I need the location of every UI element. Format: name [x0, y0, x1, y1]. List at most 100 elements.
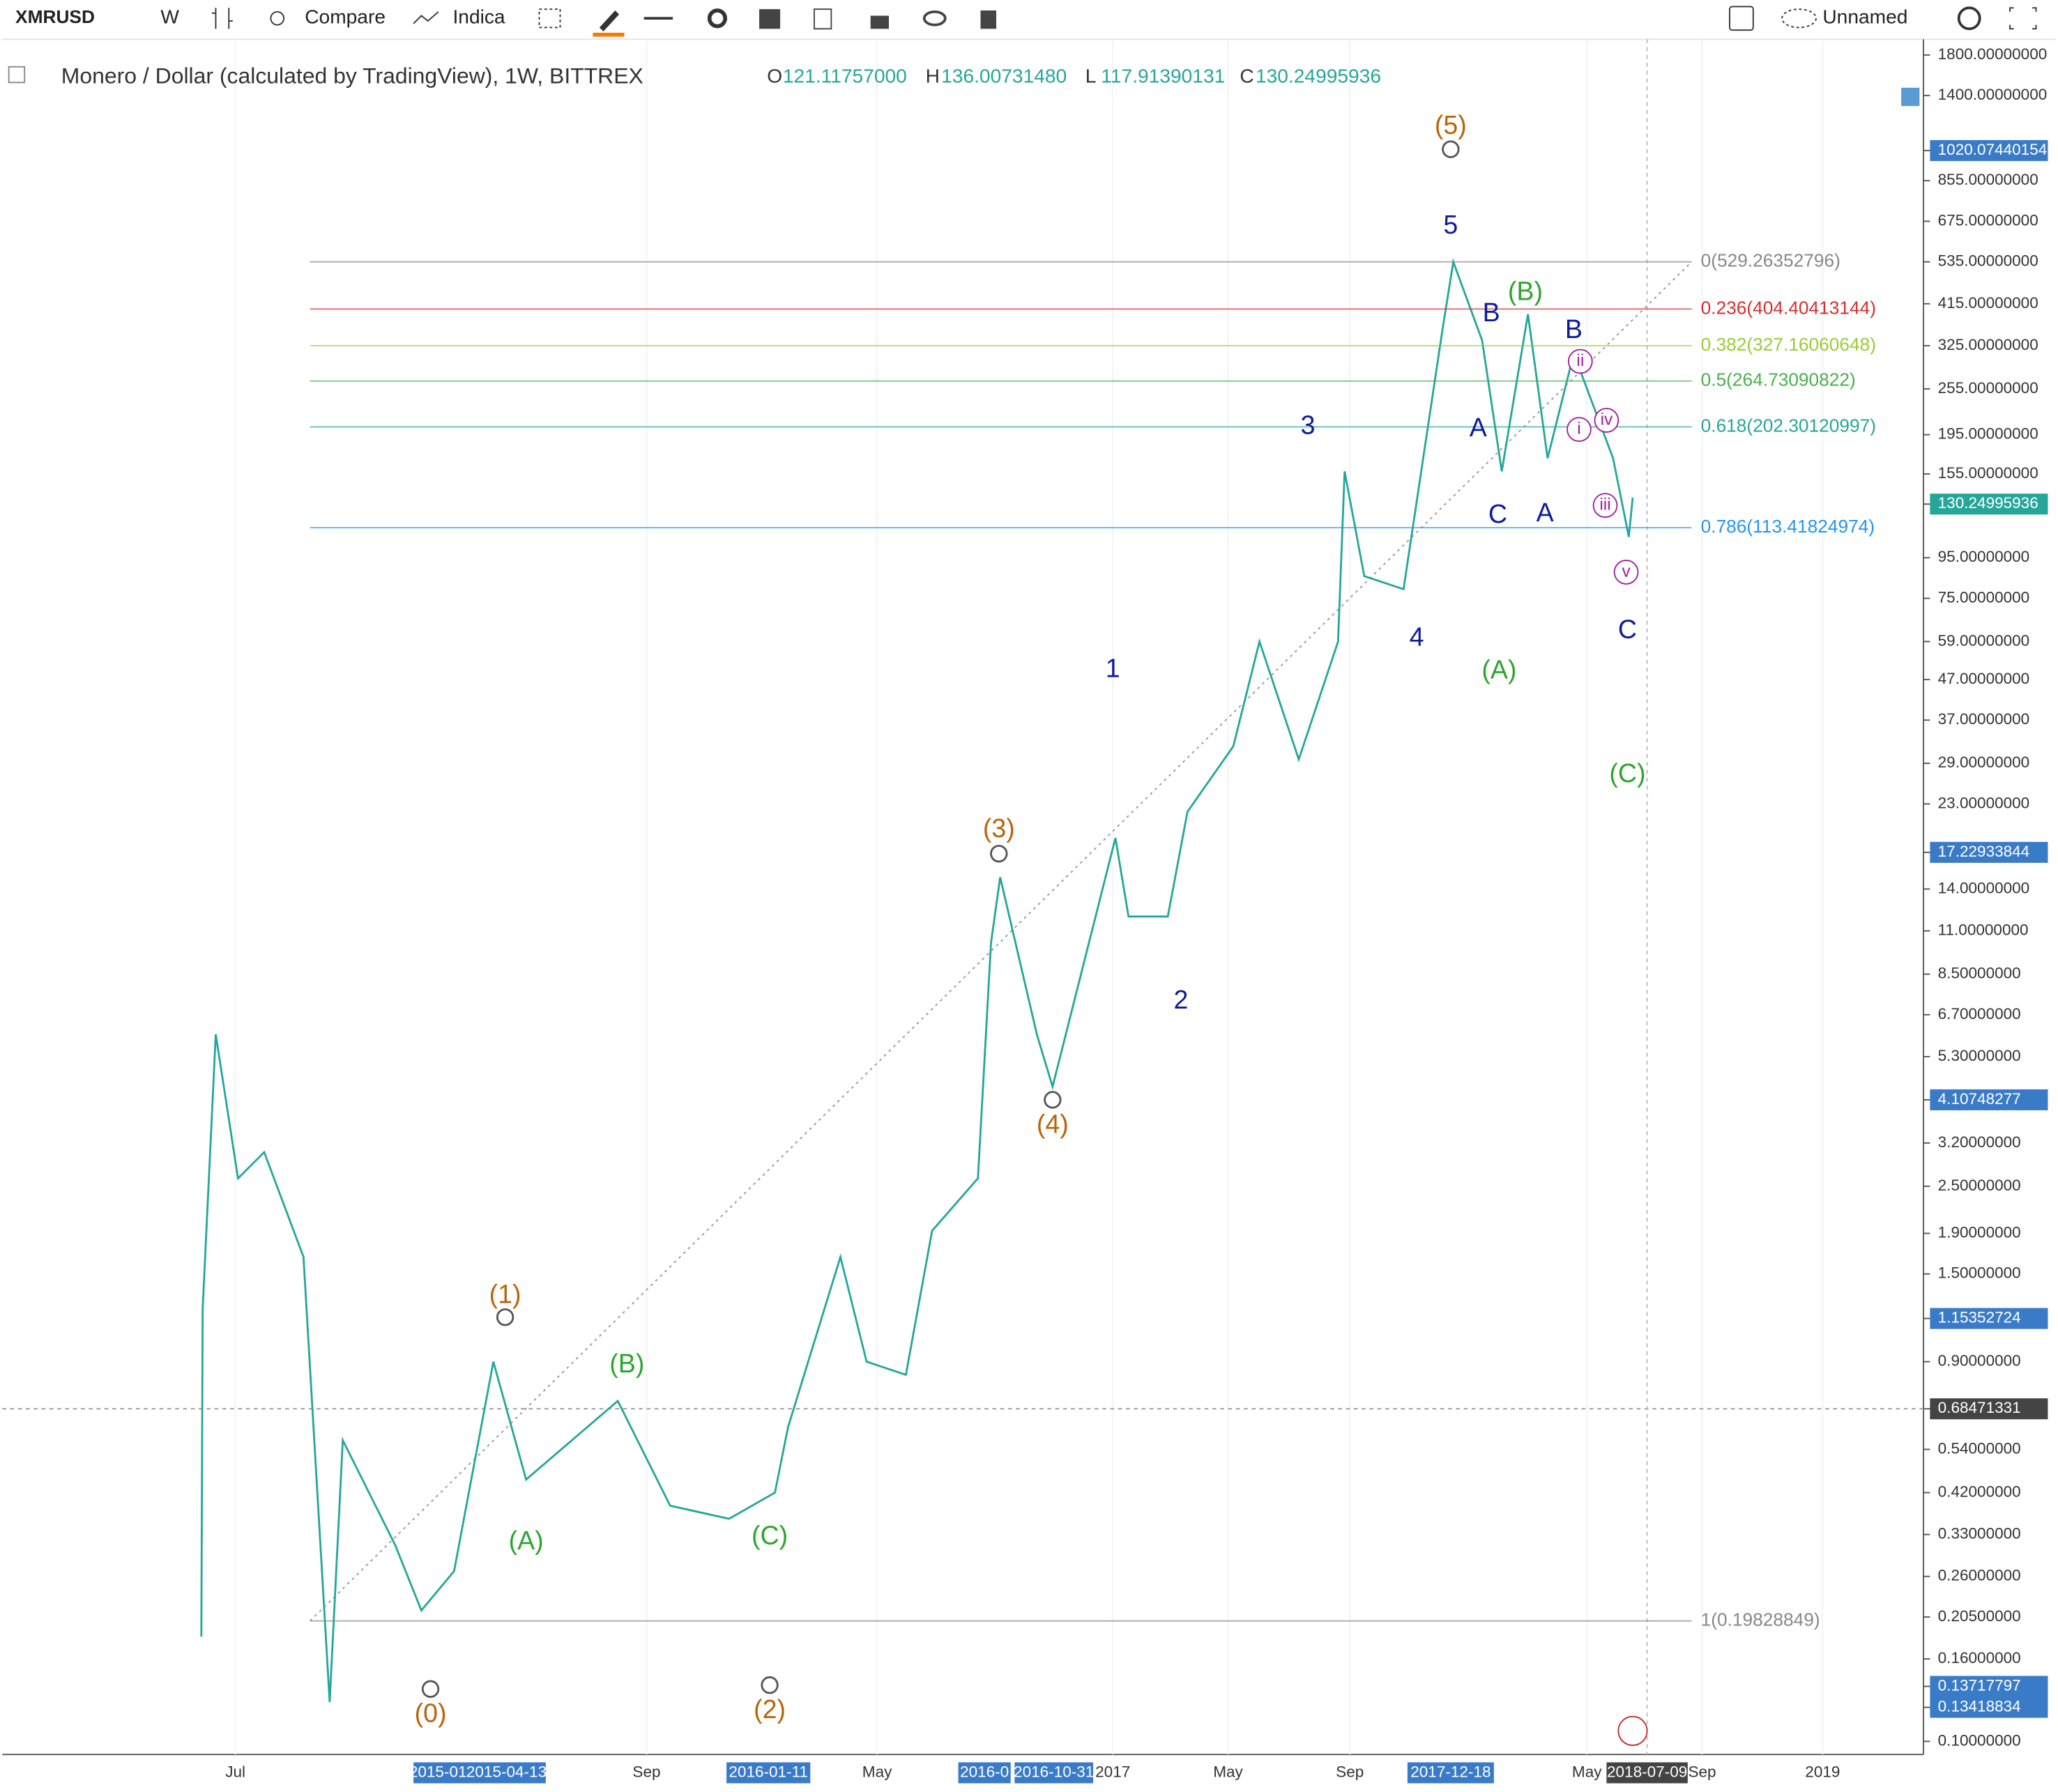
- clone-tool[interactable]: [813, 8, 832, 30]
- wave-label: C: [1488, 499, 1507, 528]
- wave-label: (B): [609, 1349, 644, 1378]
- price-path: [200, 258, 1634, 1703]
- time-label: 2017-12-18: [1410, 1763, 1491, 1780]
- ohlc-key: C: [1240, 64, 1253, 86]
- time-label: 2017: [1095, 1763, 1130, 1780]
- select-tool[interactable]: [538, 8, 561, 29]
- circled-marker: [1592, 493, 1618, 518]
- price-label: 29.00000000: [1938, 753, 2030, 771]
- time-label: Jul: [225, 1763, 245, 1780]
- indicators-button[interactable]: Indica: [452, 6, 505, 28]
- price-label: 59.00000000: [1938, 631, 2030, 649]
- ohlc-key: H: [926, 64, 940, 86]
- fib-label: 0.786(113.41824974): [1701, 516, 1875, 537]
- layout-name[interactable]: Unnamed: [1822, 6, 1907, 28]
- price-badge: [1930, 1676, 2048, 1697]
- fib-label: 0(529.26352796): [1701, 250, 1840, 271]
- price-label: 95.00000000: [1938, 548, 2030, 565]
- ohlc-value: 136.00731480: [941, 64, 1067, 86]
- compare-icon[interactable]: [270, 10, 285, 26]
- price-badge: [1930, 493, 2048, 515]
- price-label: 47.00000000: [1938, 670, 2030, 687]
- price-label: 0.33000000: [1938, 1525, 2021, 1542]
- layer-tool[interactable]: [759, 9, 781, 29]
- cloud-icon[interactable]: [1781, 8, 1817, 29]
- price-badge: [1930, 139, 2048, 162]
- time-label: Sep: [632, 1763, 660, 1780]
- time-badge: [467, 1762, 546, 1784]
- price-label: 0.16000000: [1938, 1649, 2021, 1667]
- compare-button[interactable]: Compare: [305, 6, 386, 28]
- price-label: 1020.07440154: [1938, 141, 2048, 158]
- price-label: 0.10000000: [1938, 1731, 2021, 1749]
- time-label: 2016-10-31: [1014, 1763, 1094, 1780]
- time-badge: [1014, 1762, 1094, 1784]
- time-label: 2018-07-09: [1607, 1763, 1687, 1780]
- hide-tool[interactable]: [922, 10, 947, 26]
- time-label: 2016-0: [960, 1763, 1009, 1780]
- wave-label: B: [1483, 298, 1500, 327]
- price-label: 0.20500000: [1938, 1607, 2021, 1625]
- price-label: 23.00000000: [1938, 794, 2030, 811]
- price-label: 37.00000000: [1938, 710, 2030, 728]
- checkbox[interactable]: [1729, 6, 1754, 31]
- wave-label: (1): [489, 1280, 521, 1309]
- legend-title: Monero / Dollar (calculated by TradingVi…: [61, 63, 643, 88]
- wave-label: A: [1470, 413, 1487, 442]
- price-label: 3.20000000: [1938, 1133, 2021, 1151]
- circled-label: iii: [1599, 496, 1610, 514]
- symbol[interactable]: XMRUSD: [15, 6, 95, 27]
- price-label: 415.00000000: [1938, 294, 2038, 312]
- wave-label: (B): [1508, 277, 1543, 306]
- price-label: 8.50000000: [1938, 965, 2021, 982]
- delete-tool[interactable]: [980, 10, 997, 29]
- indicators-icon[interactable]: [413, 11, 439, 24]
- price-label: 0.90000000: [1938, 1352, 2021, 1370]
- circled-marker: [1613, 560, 1639, 585]
- lock-tool[interactable]: [870, 15, 890, 29]
- time-label: May: [862, 1763, 892, 1780]
- collapse-button[interactable]: [8, 66, 26, 84]
- wave-label: C: [1618, 614, 1637, 643]
- time-badge: [958, 1762, 1011, 1784]
- price-label: 75.00000000: [1938, 588, 2030, 606]
- pivot-marker: [496, 1308, 514, 1326]
- price-badge: [1930, 1697, 2048, 1718]
- pivot-marker: [421, 1680, 440, 1698]
- circled-marker: [1567, 417, 1592, 442]
- settings-tool[interactable]: [707, 8, 728, 29]
- ohlc-value: 121.11757000: [783, 64, 907, 86]
- ohlc-value: 117.91390131: [1101, 64, 1225, 86]
- brush-tool[interactable]: [599, 10, 620, 32]
- time-badge: [726, 1762, 811, 1784]
- scroll-button[interactable]: [1901, 87, 1920, 107]
- interval[interactable]: W: [160, 6, 179, 28]
- price-label: 1800.00000000: [1938, 45, 2048, 63]
- brush-color: [593, 32, 625, 37]
- fullscreen-button[interactable]: [2009, 7, 2037, 30]
- price-label: 0.42000000: [1938, 1483, 2021, 1500]
- price-badge: [1930, 1089, 2048, 1110]
- price-label: 195.00000000: [1938, 425, 2038, 443]
- price-label: 0.68471331: [1938, 1399, 2021, 1416]
- event-flag[interactable]: [1617, 1715, 1648, 1746]
- pivot-marker: [990, 845, 1008, 863]
- wave-label: 4: [1410, 622, 1424, 652]
- price-label: 255.00000000: [1938, 379, 2038, 397]
- wave-label: (2): [754, 1694, 786, 1724]
- pivot-marker: [1442, 140, 1460, 158]
- wave-label: (A): [1481, 655, 1516, 684]
- price-label: 1.50000000: [1938, 1264, 2021, 1282]
- price-label: 14.00000000: [1938, 879, 2030, 896]
- wave-label: (C): [752, 1520, 788, 1549]
- pivot-marker: [761, 1676, 779, 1694]
- time-badge: [1606, 1762, 1688, 1784]
- price-label: 535.00000000: [1938, 252, 2038, 270]
- bar-style-icon[interactable]: [211, 8, 233, 29]
- wave-label: A: [1537, 498, 1554, 527]
- wave-label: 1: [1106, 654, 1120, 683]
- settings-button[interactable]: [1957, 6, 1981, 31]
- price-label: 155.00000000: [1938, 464, 2038, 482]
